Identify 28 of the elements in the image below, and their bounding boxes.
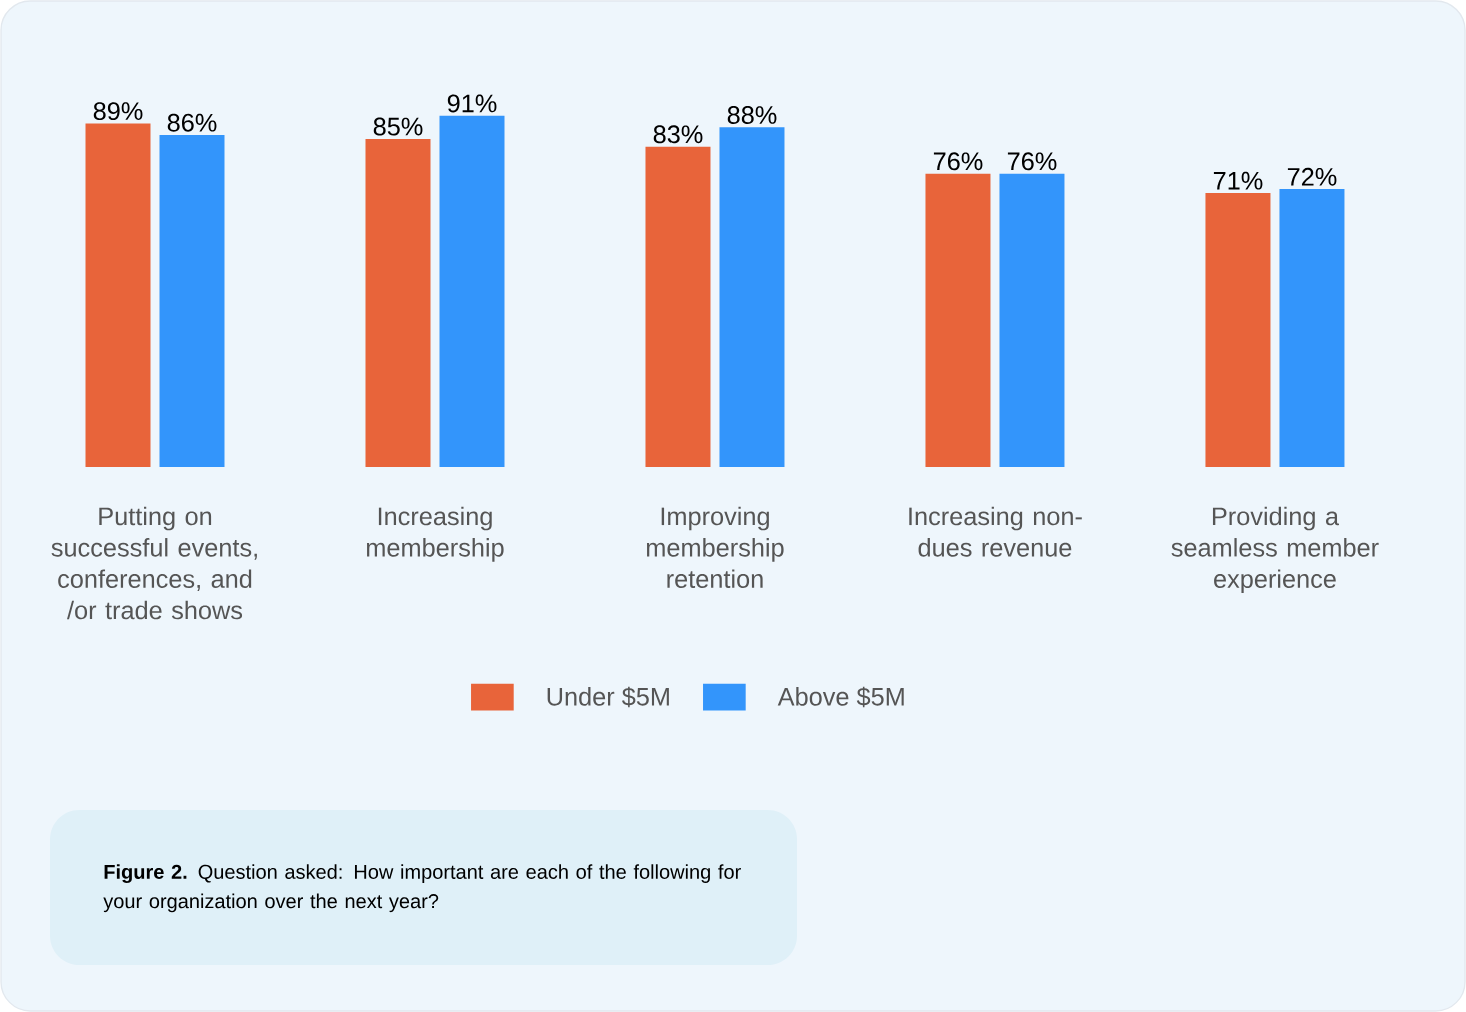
x-tick-label: Improving membership retention xyxy=(646,506,784,588)
data-label: 91% xyxy=(447,94,497,113)
bar xyxy=(1279,189,1345,467)
bar xyxy=(645,146,711,467)
data-label: 88% xyxy=(727,106,777,124)
legend-label: Above $5M xyxy=(777,686,904,708)
x-tick-label: Increasing membership xyxy=(366,506,504,562)
x-tick-label: Putting on successful events, conferences, and /or trade shows xyxy=(51,506,257,620)
x-tick-label: Increasing non-dues revenue xyxy=(909,506,1082,557)
data-label: 85% xyxy=(373,117,423,136)
data-label: 83% xyxy=(653,125,703,144)
data-label: 86% xyxy=(167,113,217,132)
bar xyxy=(85,123,151,467)
data-label: 76% xyxy=(933,152,983,171)
data-label: 89% xyxy=(93,102,143,121)
bar xyxy=(925,173,991,467)
bar xyxy=(1205,192,1271,467)
legend-label: Under $5M xyxy=(547,686,669,708)
bar xyxy=(365,138,431,467)
data-label: 71% xyxy=(1213,171,1263,190)
bar xyxy=(159,135,225,467)
bar xyxy=(999,173,1065,467)
text: Figure 2. Question asked: How important are each of the following for your organization over the next year? xyxy=(103,864,741,913)
data-label: 72% xyxy=(1287,167,1337,186)
bar xyxy=(719,127,785,467)
x-tick-label: Providing a seamless member experience xyxy=(1171,506,1379,593)
bar xyxy=(439,115,505,467)
data-label: 76% xyxy=(1007,152,1057,171)
